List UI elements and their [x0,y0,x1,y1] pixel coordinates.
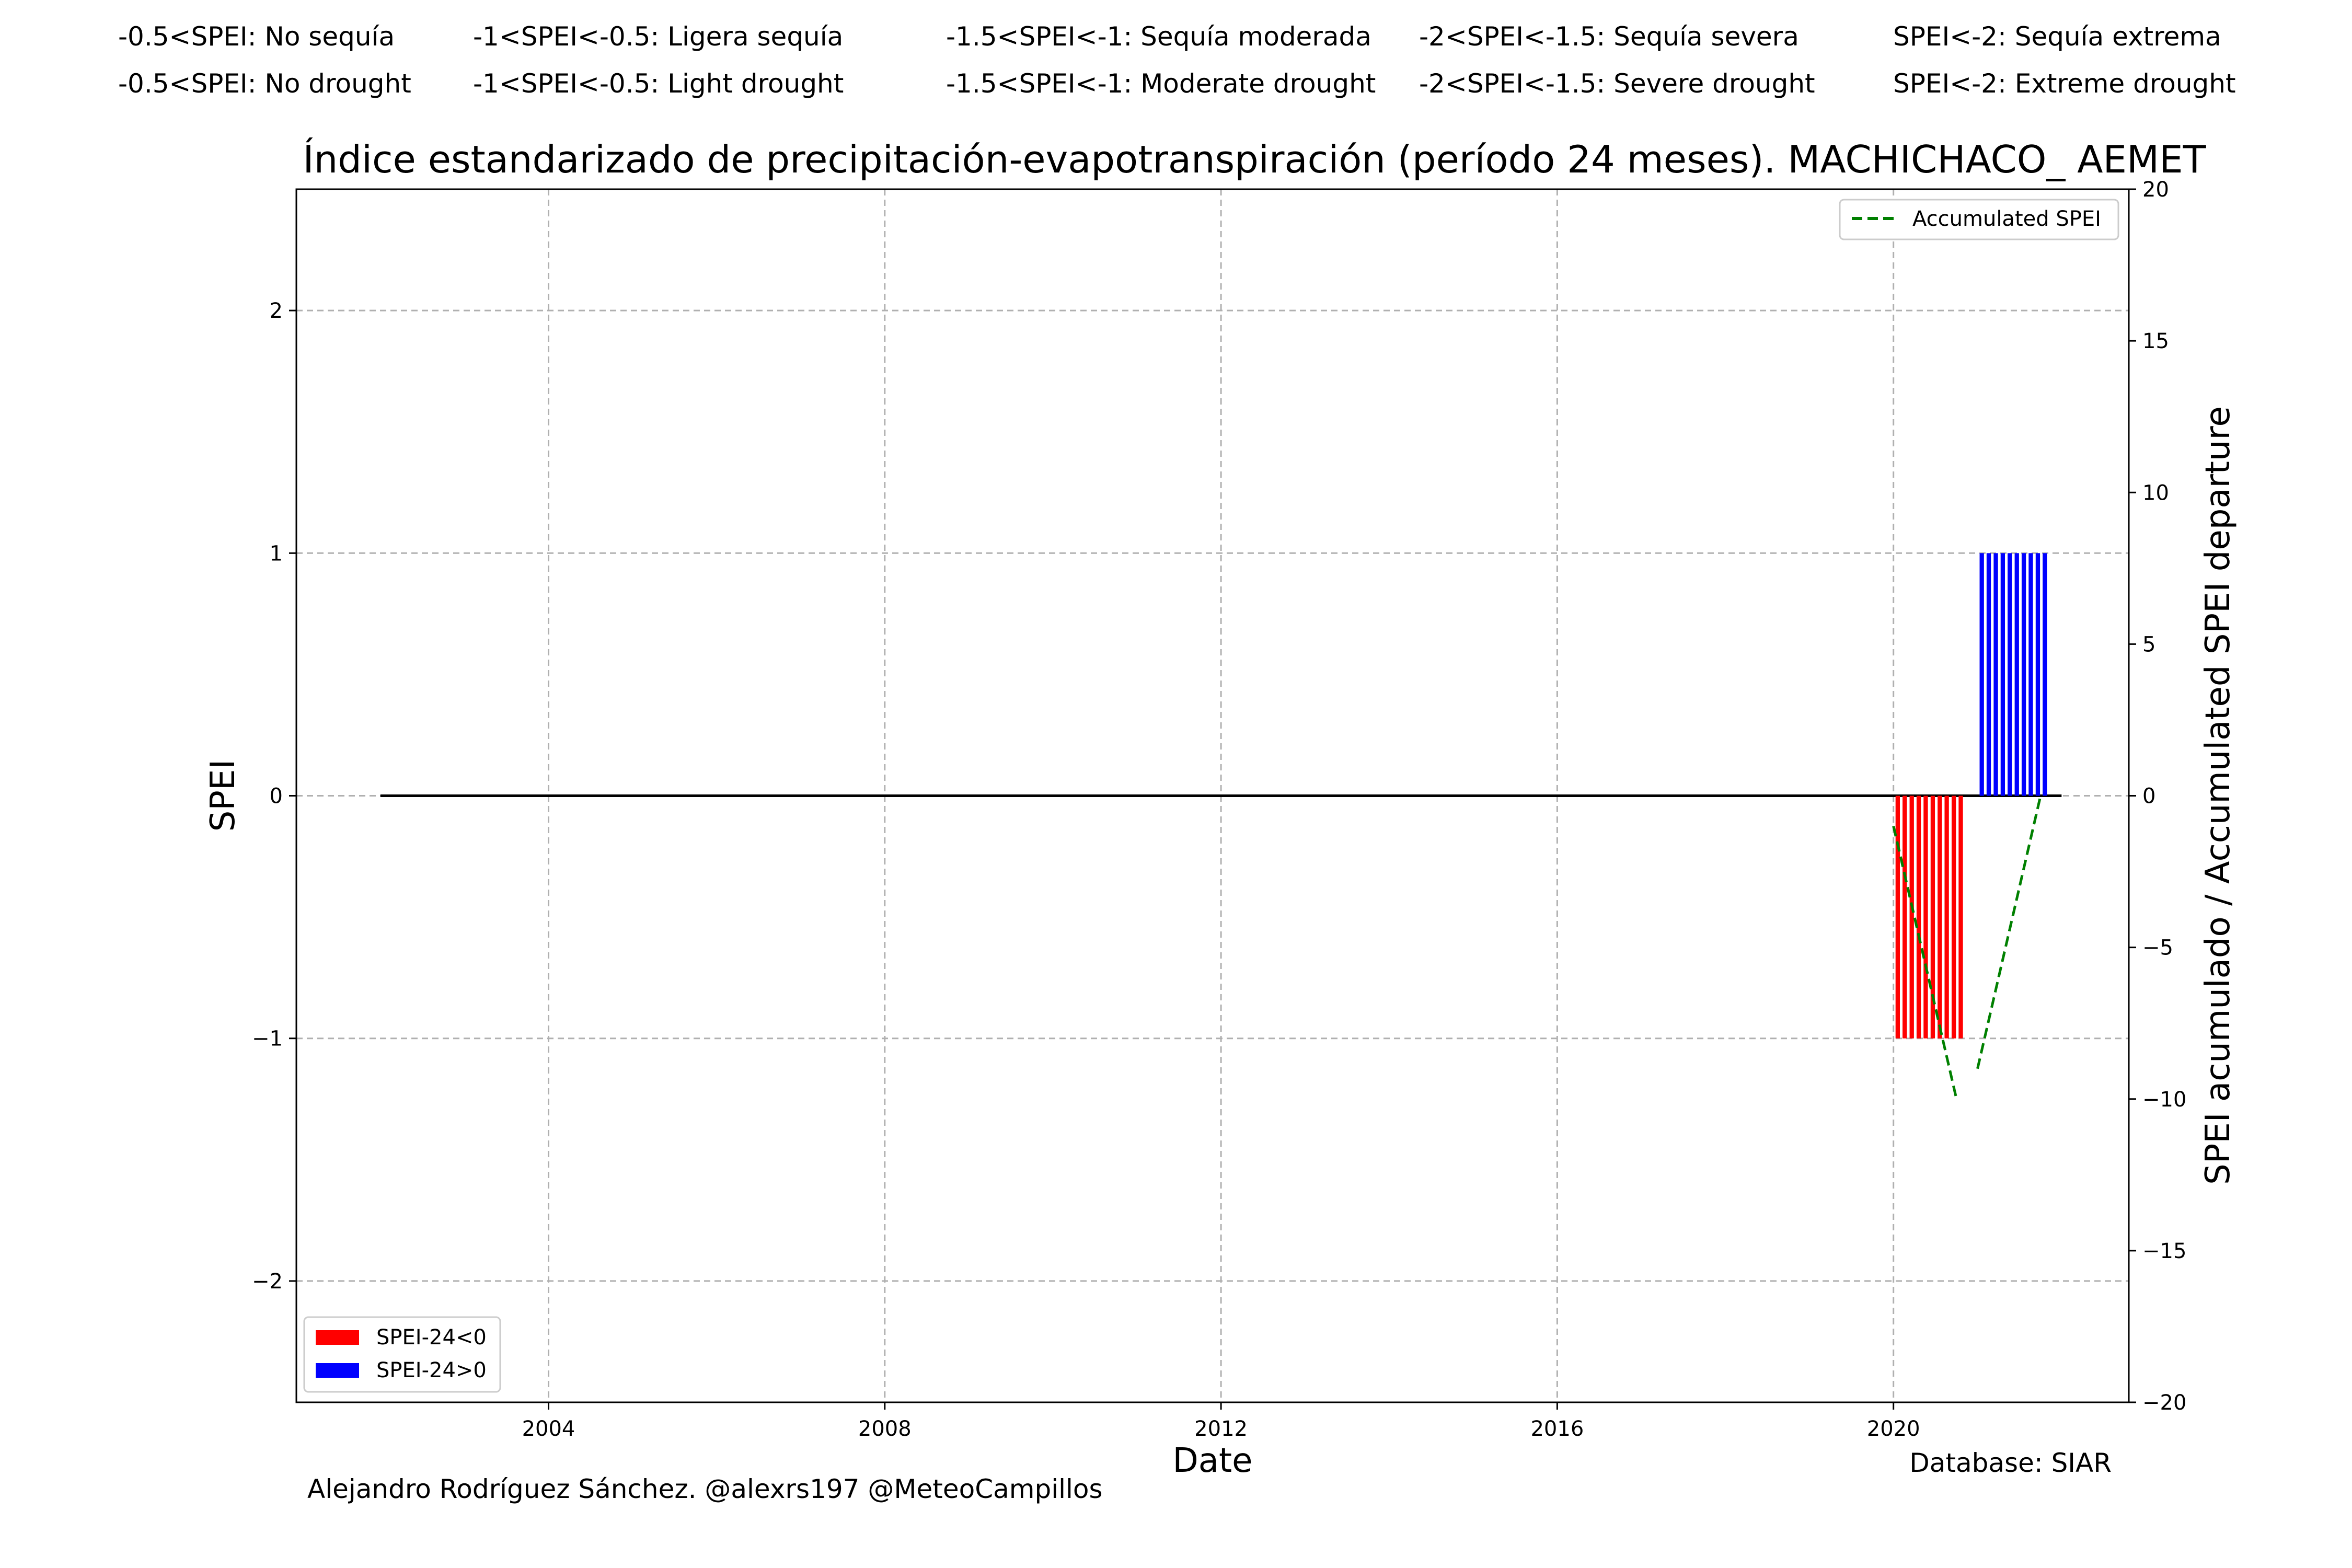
positive-spei-bar [2035,553,2040,796]
y2-tick-label: 5 [2142,632,2155,656]
negative-spei-bar [1944,795,1949,1039]
header-en-2: -1.5<SPEI<-1: Moderate drought [946,68,1376,99]
y-tick-label: 0 [270,785,283,809]
header-es-2: -1.5<SPEI<-1: Sequía moderada [946,21,1371,52]
y2-tick-label: −10 [2142,1088,2186,1112]
x-axis-ticks: 2004 2008 2012 2016 2020 [522,1402,1920,1441]
accumulated-spei-segment [1976,795,2042,1069]
positive-spei-bar [2028,553,2033,796]
legend-positive-swatch [316,1363,359,1378]
y2-tick-label: 20 [2142,178,2169,202]
legend-positive-label: SPEI-24>0 [376,1358,487,1382]
negative-spei-bar [1909,795,1914,1039]
negative-spei-bar [1923,795,1928,1039]
header-en-0: -0.5<SPEI: No drought [118,68,411,99]
positive-spei-bar [2000,553,2005,796]
negative-spei-bar [1903,795,1907,1039]
header-en-3: -2<SPEI<-1.5: Severe drought [1419,68,1815,99]
negative-spei-bar [1930,795,1935,1039]
negative-spei-bar [1916,795,1921,1039]
x-axis-label: Date [1173,1442,1253,1480]
accumulated-spei-line [1892,795,2042,1100]
author-credit: Alejandro Rodríguez Sánchez. @alexrs197 … [307,1474,1103,1504]
y-tick-label: −1 [252,1027,283,1051]
legend-bars: SPEI-24<0 SPEI-24>0 [303,1316,501,1393]
y2-tick-label: −20 [2142,1391,2186,1415]
y2-tick-label: −15 [2142,1239,2186,1263]
header-es-3: -2<SPEI<-1.5: Sequía severa [1419,21,1799,52]
y-axis-ticks: −2 −1 0 1 2 [252,299,296,1294]
negative-spei-bar [1938,795,1942,1039]
y2-tick-label: 10 [2142,481,2169,505]
legend-negative-label: SPEI-24<0 [376,1325,487,1350]
header-es-1: -1<SPEI<-0.5: Ligera sequía [473,21,843,52]
x-tick-label: 2016 [1530,1417,1584,1441]
positive-spei-bar [1993,553,1998,796]
negative-spei-bar [1958,795,1963,1039]
header-en-1: -1<SPEI<-0.5: Light drought [473,68,844,99]
header-es-0: -0.5<SPEI: No sequía [118,21,395,52]
positive-spei-bar [2008,553,2012,796]
positive-spei-bar [1986,553,1991,796]
positive-spei-bar [2014,553,2019,796]
y2-tick-label: −5 [2142,936,2173,960]
drought-class-header: -0.5<SPEI: No sequía -1<SPEI<-0.5: Liger… [118,21,2236,99]
spei-bars [1895,553,2047,1039]
chart-title: Índice estandarizado de precipitación-ev… [303,137,2206,181]
header-en-4: SPEI<-2: Extreme drought [1893,68,2236,99]
legend-negative-swatch [316,1330,359,1345]
y2-axis-ticks: −20 −15 −10 −5 0 5 10 15 20 [2129,178,2186,1415]
header-es-4: SPEI<-2: Sequía extrema [1893,21,2221,52]
database-credit: Database: SIAR [1909,1448,2112,1478]
positive-spei-bar [2021,553,2026,796]
x-tick-label: 2004 [522,1417,575,1441]
y-axis-label: SPEI [204,759,243,832]
negative-spei-bar [1895,795,1900,1039]
y-tick-label: 1 [270,541,283,566]
negative-spei-bar [1951,795,1956,1039]
legend-accumulated-label: Accumulated SPEI [1912,207,2101,231]
y2-tick-label: 15 [2142,329,2169,353]
x-tick-label: 2008 [858,1417,912,1441]
legend-accumulated-box [1839,199,2119,240]
positive-spei-bar [2043,553,2047,796]
y2-axis-label: SPEI acumulado / Accumulated SPEI depart… [2199,406,2238,1185]
legend-accumulated: Accumulated SPEI [1839,199,2119,240]
y-tick-label: 2 [270,299,283,323]
positive-spei-bar [1979,553,1984,796]
y-tick-label: −2 [252,1270,283,1294]
x-tick-label: 2020 [1867,1417,1920,1441]
x-tick-label: 2012 [1194,1417,1248,1441]
y2-tick-label: 0 [2142,785,2155,809]
